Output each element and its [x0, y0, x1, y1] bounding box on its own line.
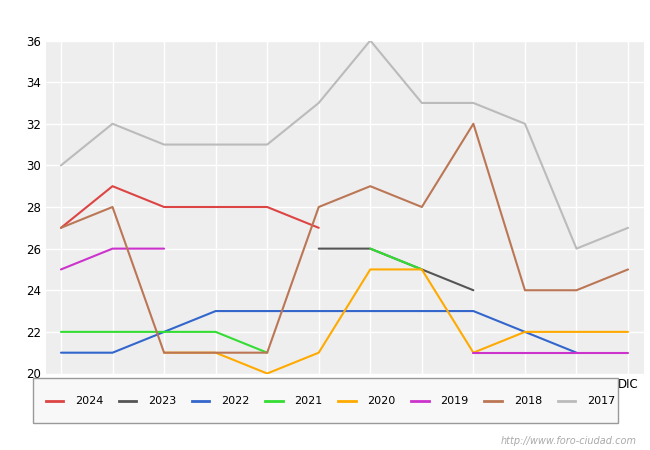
Text: Afiliados en Vertavillo a 31/5/2024: Afiliados en Vertavillo a 31/5/2024 — [170, 7, 480, 25]
FancyBboxPatch shape — [32, 378, 617, 423]
Text: 2017: 2017 — [587, 396, 615, 405]
Text: 2022: 2022 — [221, 396, 250, 405]
Text: 2019: 2019 — [441, 396, 469, 405]
Text: 2024: 2024 — [75, 396, 103, 405]
Text: 2018: 2018 — [514, 396, 542, 405]
Text: http://www.foro-ciudad.com: http://www.foro-ciudad.com — [501, 436, 637, 446]
Text: 2021: 2021 — [294, 396, 322, 405]
Text: 2023: 2023 — [148, 396, 176, 405]
Text: 2020: 2020 — [367, 396, 396, 405]
